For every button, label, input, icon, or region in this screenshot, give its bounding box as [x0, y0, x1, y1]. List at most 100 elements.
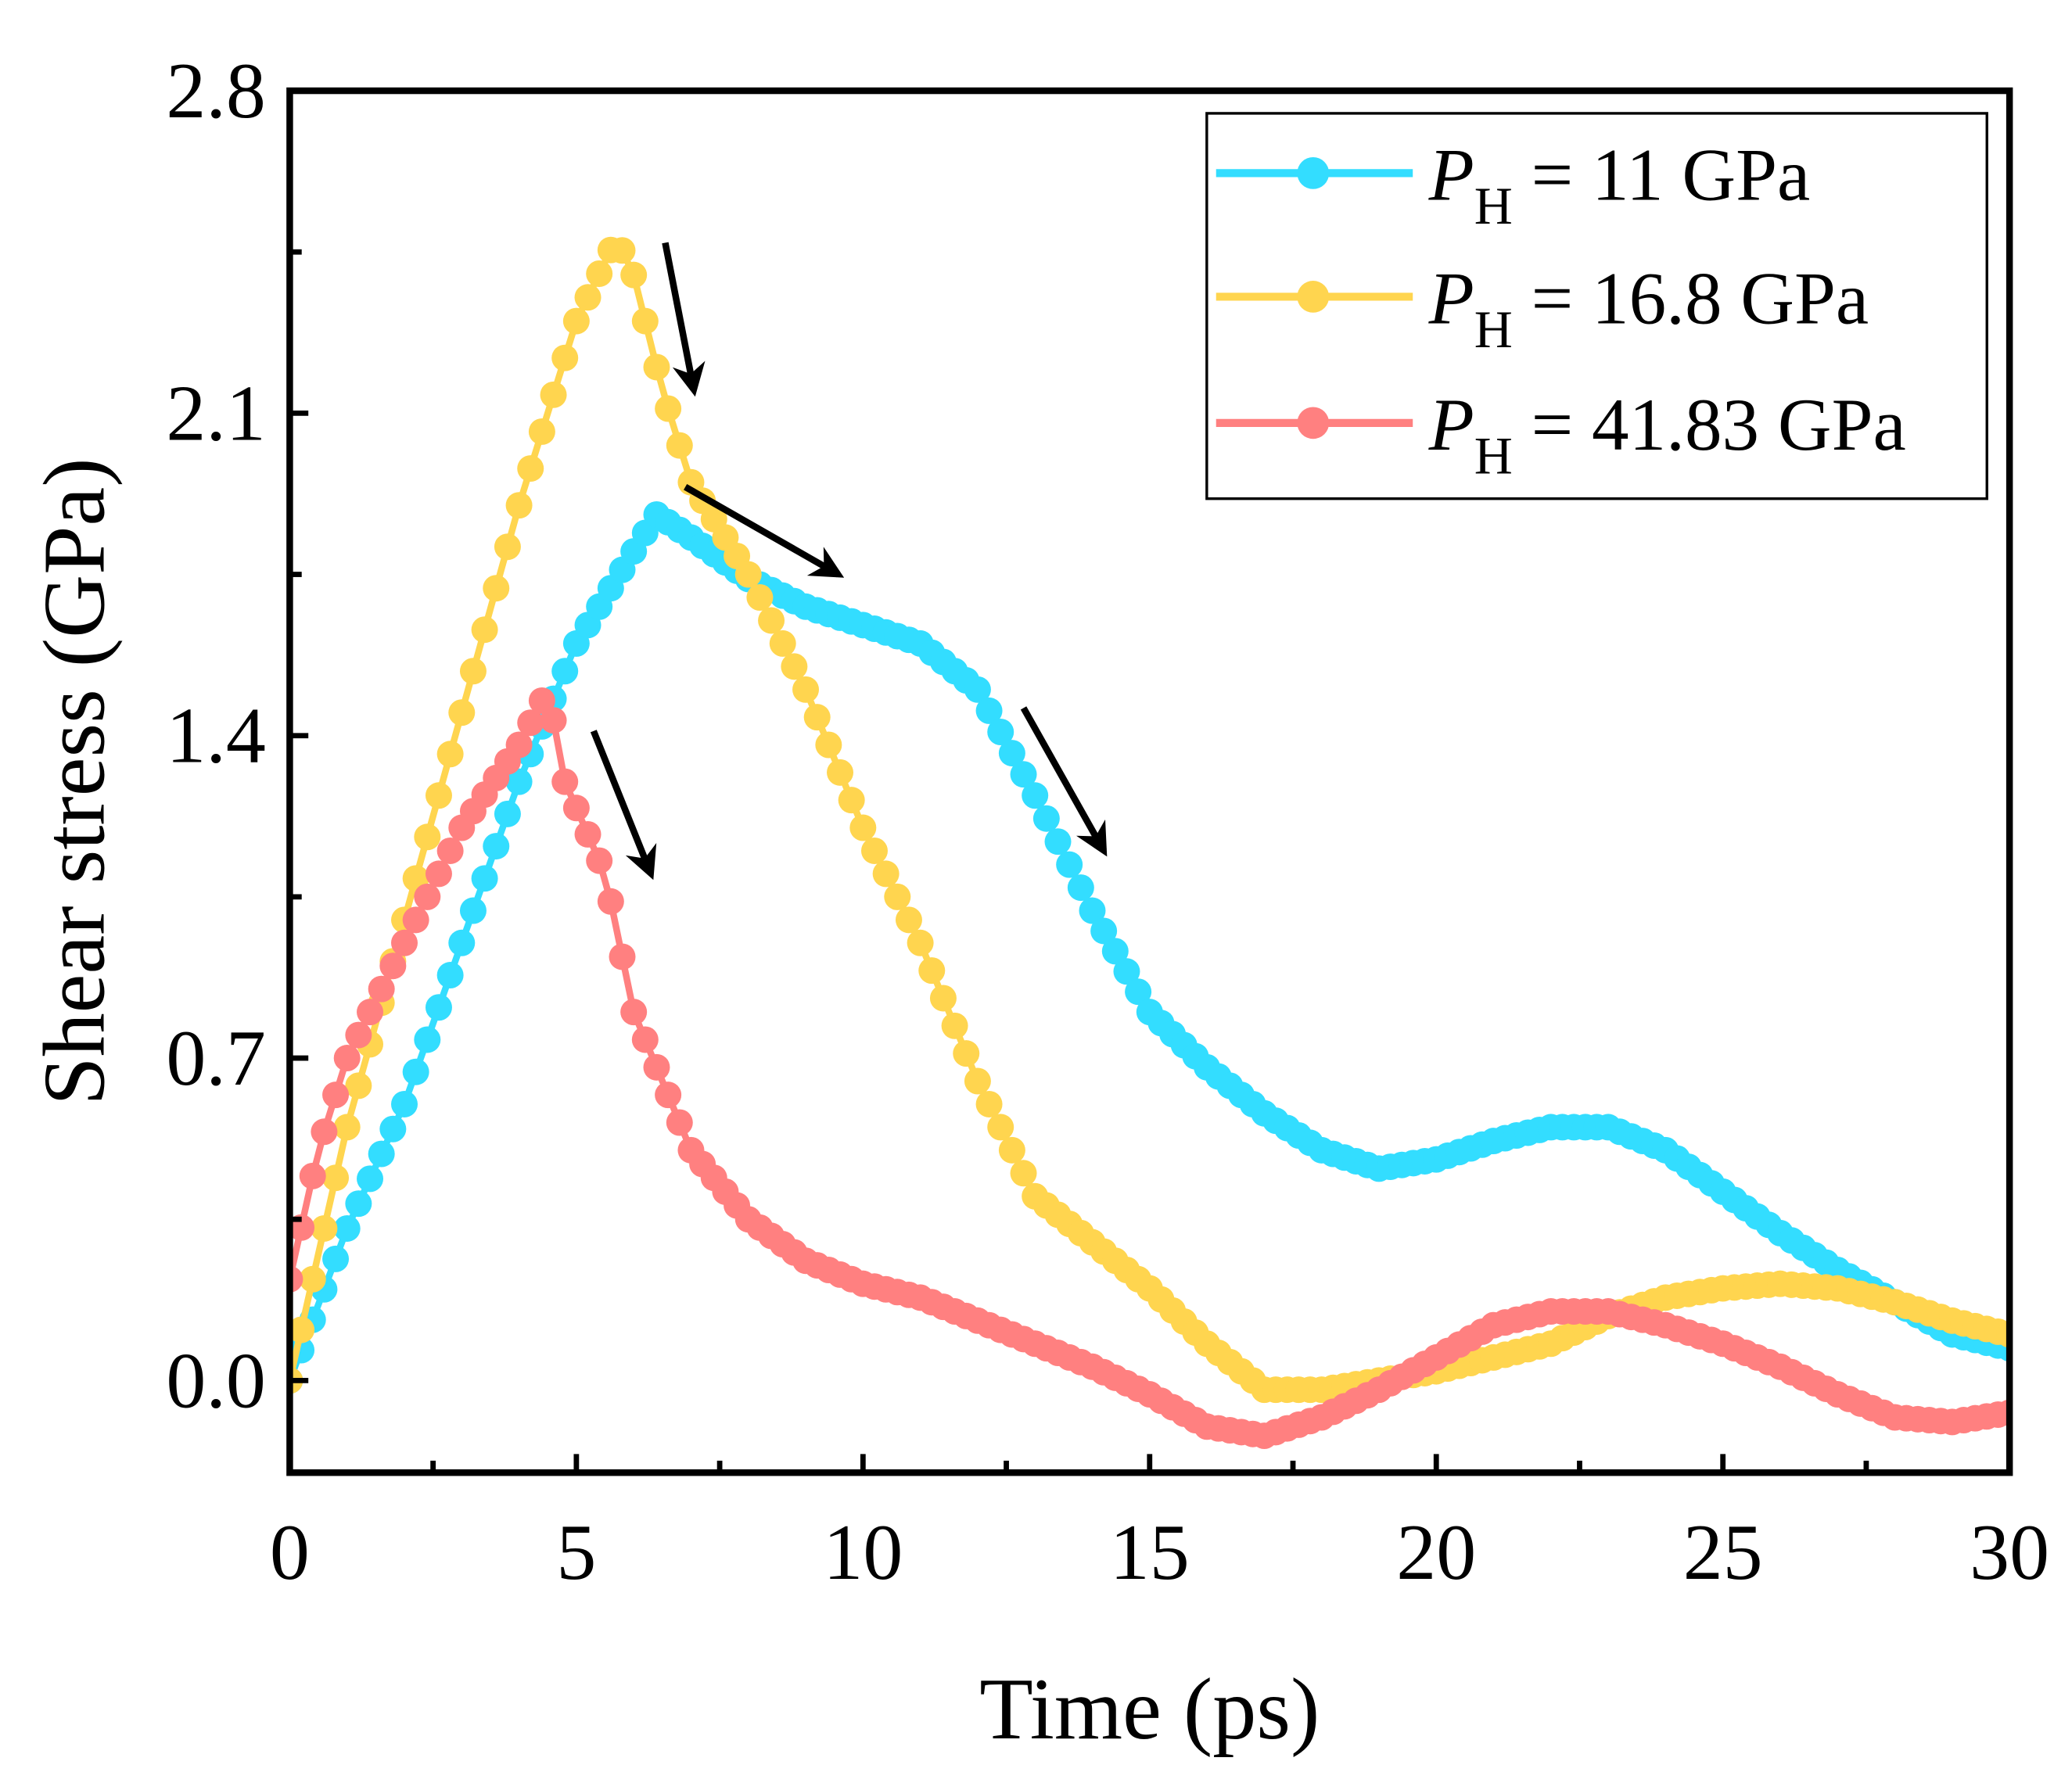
data-point: [425, 782, 452, 809]
x-tick-label: 20: [1396, 1508, 1476, 1597]
series-layer: [289, 236, 2010, 1450]
data-point: [998, 740, 1025, 767]
data-point: [734, 561, 762, 588]
data-point: [781, 653, 808, 680]
data-point: [769, 630, 796, 657]
x-tick-label: 15: [1110, 1508, 1190, 1597]
data-point: [562, 307, 590, 335]
data-point: [322, 1081, 350, 1109]
legend-label: PH = 11 GPa: [1428, 133, 1811, 235]
data-point: [311, 1118, 338, 1146]
data-point: [494, 800, 521, 827]
data-point: [551, 658, 579, 685]
data-point: [345, 1021, 372, 1049]
data-point: [425, 994, 452, 1021]
data-point: [1056, 851, 1083, 878]
data-point: [436, 962, 464, 989]
data-point: [459, 658, 487, 685]
data-point: [505, 731, 533, 759]
data-point: [666, 432, 693, 459]
data-point: [574, 820, 601, 848]
trend-arrow: [684, 483, 845, 578]
data-point: [540, 707, 567, 734]
y-tick-labels: 0.0 0.7 1.4 2.1 2.8: [166, 47, 265, 1425]
data-point: [333, 1114, 361, 1141]
data-point: [540, 381, 567, 408]
data-point: [1032, 805, 1060, 832]
data-point: [414, 883, 441, 910]
data-point: [827, 759, 854, 786]
annotation-arrows: [590, 242, 1108, 881]
data-point: [758, 607, 785, 634]
series-line: [289, 694, 2010, 1440]
data-point: [448, 699, 476, 726]
data-point: [333, 1214, 361, 1242]
legend: PH = 11 GPa PH = 16.8 GPa PH = 41.83 GPa: [1205, 112, 1988, 500]
data-point: [998, 1136, 1025, 1164]
y-tick-label: 0.0: [166, 1336, 265, 1425]
data-point: [1113, 958, 1140, 985]
data-point: [562, 795, 590, 822]
data-point: [953, 1040, 980, 1067]
data-point: [345, 1190, 372, 1218]
data-point: [517, 709, 544, 737]
data-point: [322, 1164, 350, 1192]
data-point: [471, 616, 498, 644]
data-point: [860, 837, 888, 864]
data-point: [289, 1316, 315, 1343]
data-point: [620, 999, 648, 1026]
data-point: [1010, 761, 1037, 788]
data-point: [964, 676, 991, 703]
data-point: [609, 943, 636, 970]
legend-label: PH = 41.83 GPa: [1428, 383, 1906, 486]
data-point: [907, 929, 934, 956]
legend-marker: [1297, 407, 1330, 439]
data-point: [459, 897, 487, 924]
legend-marker: [1297, 281, 1330, 313]
data-point: [299, 1265, 326, 1293]
data-point: [574, 284, 601, 311]
data-point: [391, 1090, 418, 1117]
data-point: [345, 1072, 372, 1099]
data-point: [1022, 782, 1049, 809]
data-point: [528, 418, 555, 445]
y-axis-title: Shear stress (GPa): [27, 457, 124, 1105]
trend-arrow: [590, 730, 657, 881]
data-point: [425, 860, 452, 888]
data-point: [792, 676, 820, 703]
data-point: [436, 741, 464, 768]
data-point: [517, 455, 544, 482]
data-point: [1090, 917, 1118, 945]
x-tick-label: 5: [556, 1508, 596, 1597]
legend-box: [1205, 112, 1988, 500]
trend-arrow: [1020, 706, 1108, 857]
data-point: [1079, 897, 1106, 924]
data-point: [631, 1026, 659, 1053]
data-point: [368, 975, 395, 1003]
data-point: [357, 1165, 384, 1193]
data-point: [815, 731, 842, 759]
data-point: [872, 860, 900, 888]
data-point: [975, 697, 1003, 724]
data-point: [586, 847, 613, 874]
data-point: [483, 575, 510, 602]
data-point: [1044, 828, 1072, 856]
data-point: [1101, 938, 1129, 965]
data-point: [746, 584, 774, 611]
data-point: [333, 1045, 361, 1072]
data-point: [483, 833, 510, 860]
x-tick-labels: 0 5 10 15 20 25 30: [270, 1508, 2049, 1597]
data-point: [379, 952, 407, 980]
data-point: [379, 1115, 407, 1142]
data-point: [322, 1245, 350, 1272]
data-point: [975, 1090, 1003, 1117]
data-point: [299, 1162, 326, 1189]
data-point: [895, 906, 922, 934]
y-tick-label: 1.4: [166, 692, 265, 780]
data-point: [631, 307, 659, 335]
data-point: [1010, 1160, 1037, 1187]
legend-label: PH = 16.8 GPa: [1428, 256, 1869, 359]
series-0: [289, 500, 2010, 1394]
data-point: [849, 814, 877, 841]
